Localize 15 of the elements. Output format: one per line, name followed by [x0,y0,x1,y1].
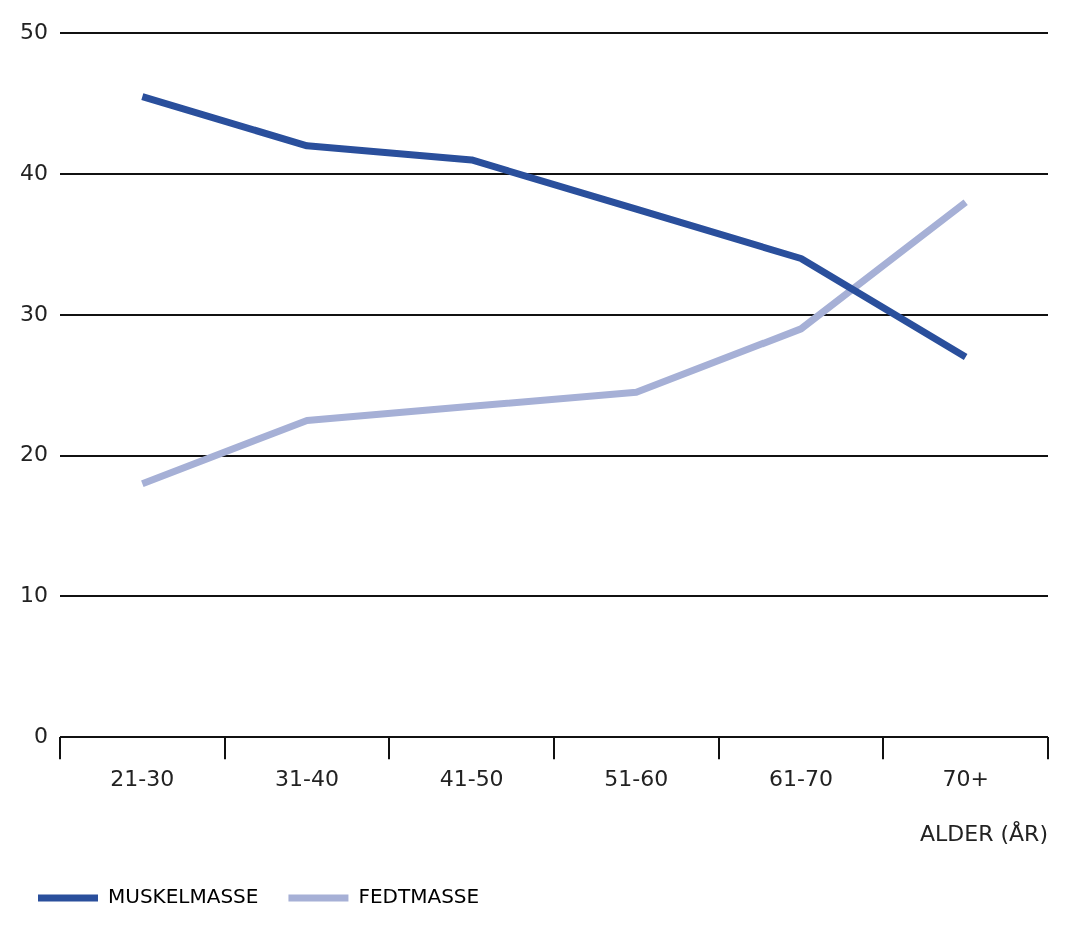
x-tick-label: 21-30 [110,766,175,792]
x-axis-title: ALDER (ÅR) [920,819,1048,846]
x-tick-label: 51-60 [604,766,669,792]
y-tick-label: 0 [33,722,48,748]
y-tick-label: 30 [19,300,48,326]
x-tick-label: 41-50 [439,766,504,792]
y-tick-label: 50 [19,18,48,44]
x-tick-label: 61-70 [769,766,833,792]
x-tick-label: 31-40 [275,766,339,792]
y-tick-label: 20 [19,441,48,467]
legend-label: MUSKELMASSE [108,884,259,909]
legend-label: FEDTMASSE [358,884,480,909]
y-tick-label: 10 [19,582,48,608]
x-tick-label: 70+ [942,766,989,792]
y-tick-label: 40 [19,159,48,185]
